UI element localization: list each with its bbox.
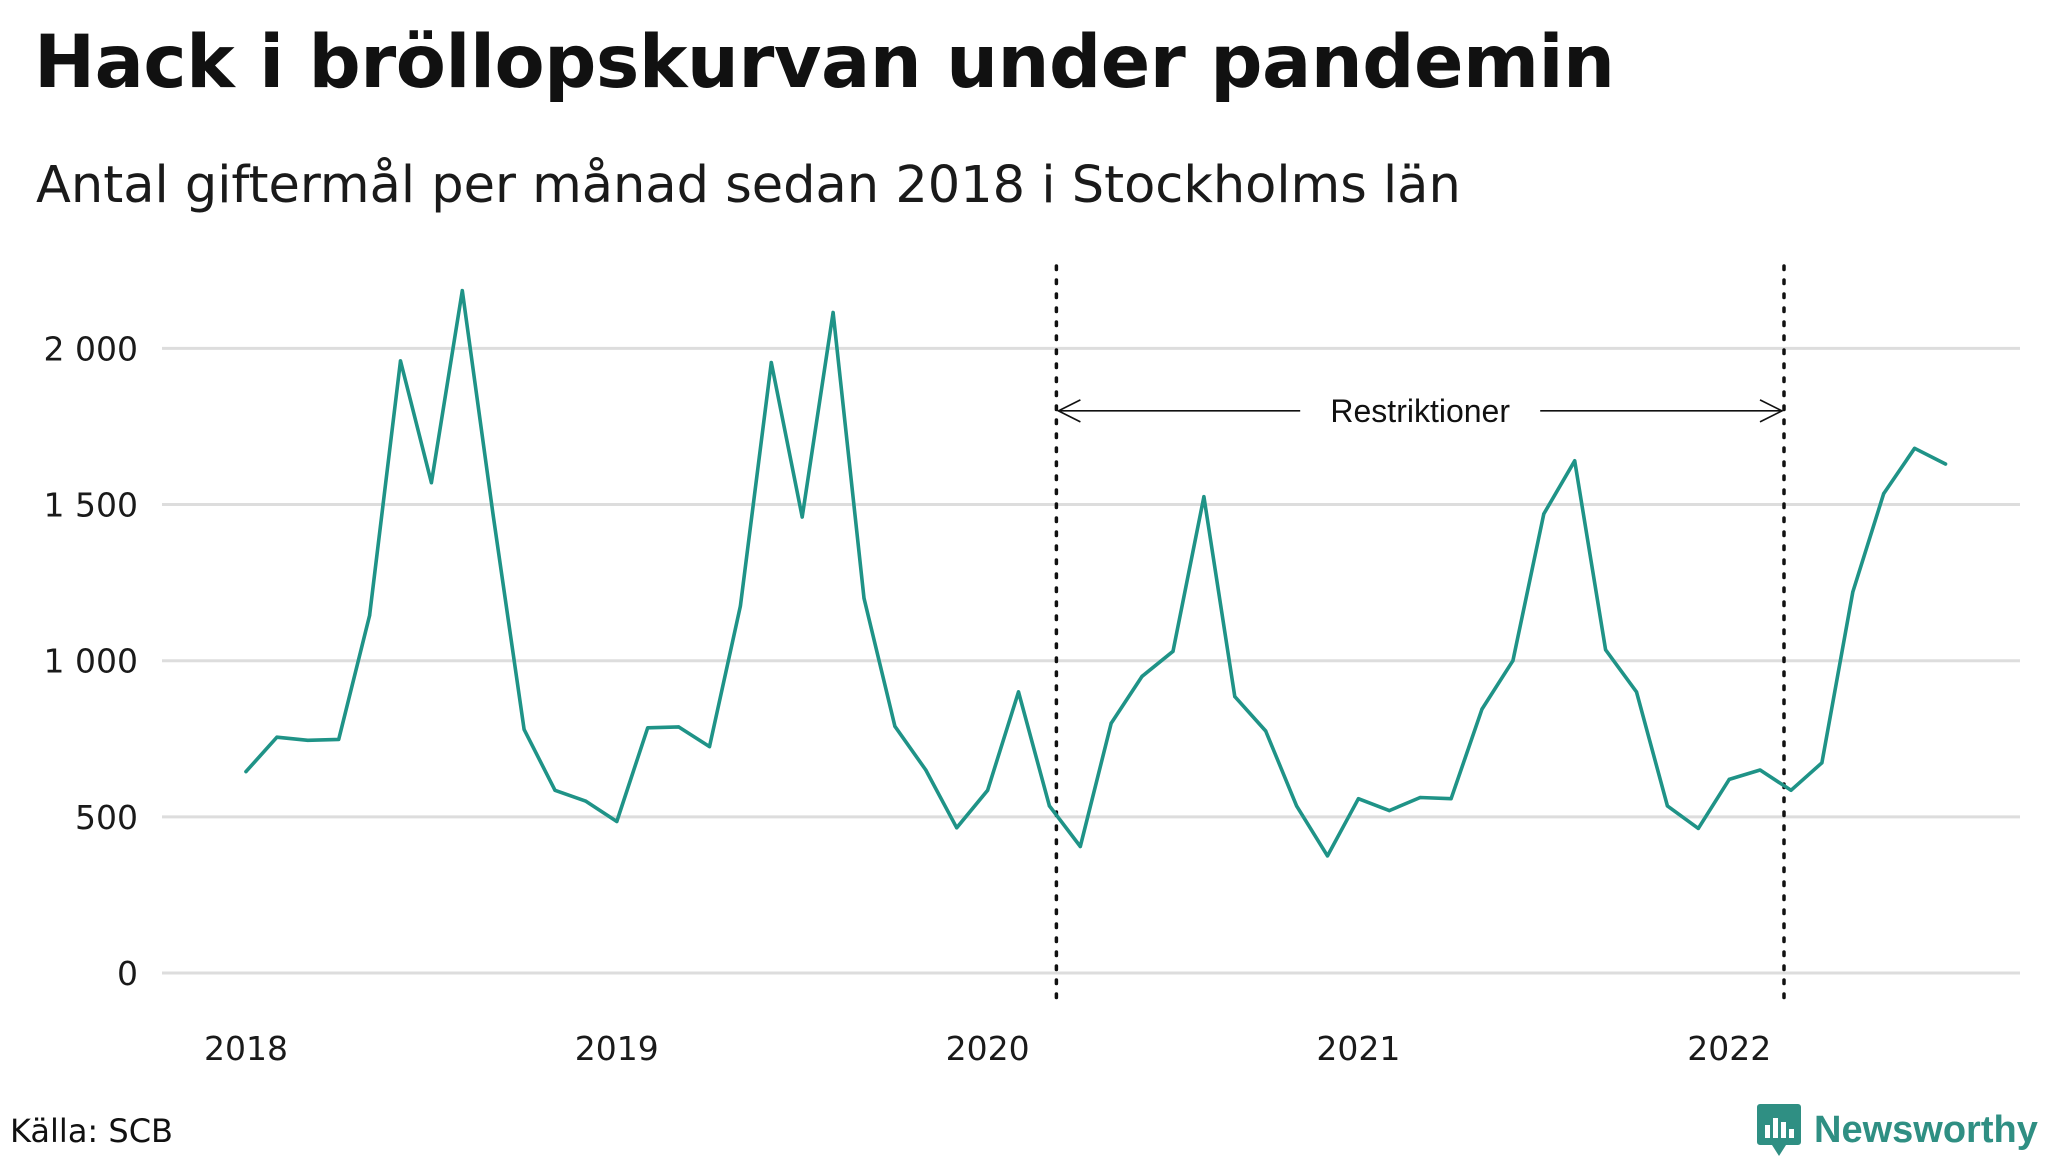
restrictions-annotation: Restriktioner xyxy=(1054,264,1786,1008)
data-point xyxy=(986,788,990,792)
line-chart: 0 500 1 000 1 500 2 000 2018 2019 2020 2021 2022… xyxy=(44,264,2020,1068)
data-point xyxy=(1820,761,1824,765)
x-tick-label: 2018 xyxy=(204,1029,288,1068)
x-tick-label: 2021 xyxy=(1316,1029,1400,1068)
data-point xyxy=(1387,809,1391,813)
data-point xyxy=(677,725,681,729)
newsworthy-logo[interactable]: Newsworthy xyxy=(1756,1102,2038,1158)
data-point xyxy=(1418,795,1422,800)
chart-title: Hack i bröllopskurvan under pandemin xyxy=(34,20,1615,105)
data-point xyxy=(1449,797,1453,801)
data-point xyxy=(1325,854,1330,858)
restriction-label: Restriktioner xyxy=(1330,393,1510,429)
data-point xyxy=(1851,590,1855,594)
y-tick-label: 2 000 xyxy=(44,329,138,368)
data-point xyxy=(244,769,248,774)
data-point xyxy=(1480,707,1484,711)
data-point xyxy=(800,515,804,519)
data-point xyxy=(553,788,557,792)
data-point xyxy=(1047,804,1051,808)
data-point xyxy=(1233,695,1237,699)
data-point xyxy=(955,826,959,830)
data-point xyxy=(924,768,928,772)
data-point xyxy=(368,613,372,618)
data-point xyxy=(1696,826,1700,831)
data-point xyxy=(1511,659,1515,663)
brand-name: Newsworthy xyxy=(1814,1108,2038,1151)
x-axis-ticks: 2018 2019 2020 2021 2022 xyxy=(204,1029,1771,1068)
y-tick-label: 500 xyxy=(75,798,138,837)
data-point xyxy=(615,819,619,824)
chart-subtitle: Antal giftermål per månad sedan 2018 i S… xyxy=(36,156,1461,215)
data-point xyxy=(1202,495,1206,499)
restriction-arrowhead-right xyxy=(1759,399,1784,423)
data-point xyxy=(862,596,866,600)
data-point xyxy=(491,513,495,518)
data-point xyxy=(1882,492,1886,496)
data-point xyxy=(769,360,773,365)
data-point xyxy=(460,289,464,293)
data-point xyxy=(429,481,433,485)
data-point xyxy=(398,359,403,363)
data-point xyxy=(1109,721,1113,725)
data-point xyxy=(1634,690,1639,694)
data-point xyxy=(1140,674,1144,678)
data-point xyxy=(738,604,743,608)
data-point xyxy=(893,724,897,728)
data-point xyxy=(306,738,310,742)
x-tick-label: 2019 xyxy=(575,1029,659,1068)
data-point xyxy=(522,727,526,732)
data-point xyxy=(1171,649,1175,653)
x-tick-label: 2020 xyxy=(946,1029,1030,1068)
x-tick-label: 2022 xyxy=(1687,1029,1771,1068)
y-tick-label: 1 000 xyxy=(44,642,138,681)
data-point xyxy=(707,744,712,749)
series-line xyxy=(244,288,1948,858)
newsworthy-logo-icon xyxy=(1757,1104,1801,1156)
data-point xyxy=(1078,844,1082,849)
data-point xyxy=(646,726,650,730)
gridlines xyxy=(162,346,2020,975)
data-point xyxy=(1665,804,1669,808)
data-point xyxy=(1943,462,1948,466)
data-point xyxy=(275,735,279,739)
y-tick-label: 1 500 xyxy=(44,486,138,525)
data-point xyxy=(1913,446,1917,450)
data-point xyxy=(1016,690,1021,694)
data-point xyxy=(1264,729,1268,733)
data-point xyxy=(584,799,588,803)
restriction-arrowhead-left xyxy=(1056,399,1081,423)
data-point xyxy=(337,737,341,741)
data-point xyxy=(831,310,835,315)
y-axis-ticks: 0 500 1 000 1 500 2 000 xyxy=(44,329,138,993)
data-point xyxy=(1727,777,1731,781)
y-tick-label: 0 xyxy=(117,954,138,993)
data-point xyxy=(1356,797,1360,801)
data-point xyxy=(1573,459,1577,463)
data-point xyxy=(1542,512,1546,516)
source-note: Källa: SCB xyxy=(10,1112,173,1150)
series-layer xyxy=(244,288,1948,858)
data-point xyxy=(1604,648,1608,652)
data-point xyxy=(1295,804,1299,808)
data-point xyxy=(1758,768,1762,772)
data-point xyxy=(1789,788,1793,792)
